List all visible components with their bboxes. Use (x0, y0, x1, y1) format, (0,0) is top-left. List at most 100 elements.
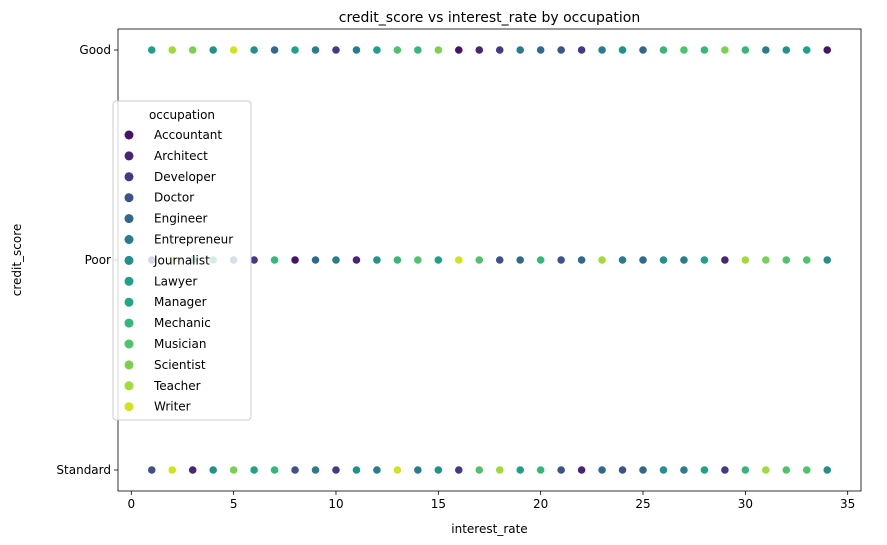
data-point (372, 255, 382, 265)
data-point (556, 255, 566, 265)
data-point (802, 465, 812, 475)
data-point (310, 465, 321, 475)
data-point (658, 255, 669, 265)
data-point (351, 45, 362, 55)
data-point (720, 45, 730, 55)
legend-entry-label: Doctor (154, 191, 194, 205)
legend-entry-label: Musician (154, 337, 206, 351)
data-point (208, 465, 218, 475)
data-point (617, 465, 628, 475)
data-point (413, 465, 423, 475)
legend-marker (124, 297, 134, 307)
data-point (597, 465, 607, 475)
data-point (617, 255, 628, 265)
data-point (556, 465, 566, 475)
data-point (699, 255, 710, 265)
data-point (536, 45, 546, 55)
data-point (372, 465, 382, 475)
data-point (740, 465, 750, 475)
data-point (413, 45, 423, 55)
data-point (454, 465, 464, 475)
legend-marker (124, 276, 134, 286)
data-point (597, 45, 607, 55)
data-point (310, 45, 321, 55)
data-point (331, 465, 341, 475)
data-point (392, 255, 402, 265)
data-point (536, 465, 546, 475)
data-point (658, 465, 669, 475)
data-point (536, 255, 546, 265)
data-point (474, 465, 484, 475)
data-point (515, 255, 525, 265)
data-point (495, 465, 505, 475)
data-point (720, 465, 730, 475)
data-point (351, 255, 362, 265)
legend-entry-label: Scientist (154, 358, 206, 372)
data-point (310, 255, 321, 265)
data-point (761, 465, 771, 475)
data-point (822, 45, 832, 55)
data-point (495, 45, 505, 55)
data-point (188, 465, 198, 475)
data-point (802, 45, 812, 55)
data-point (617, 45, 628, 55)
legend-marker (124, 360, 134, 370)
legend-entry-label: Architect (154, 149, 208, 163)
data-point (720, 255, 730, 265)
data-point (577, 465, 587, 475)
x-axis-label: interest_rate (451, 522, 527, 536)
legend-marker (124, 255, 134, 265)
y-axis-label: credit_score (10, 224, 24, 297)
data-point (515, 45, 525, 55)
legend-marker (124, 402, 134, 412)
data-point (781, 465, 791, 475)
data-point (822, 465, 832, 475)
legend-marker (124, 151, 134, 161)
data-point (638, 465, 648, 475)
legend-entry-label: Mechanic (154, 316, 211, 330)
legend-entry-label: Journalist (153, 253, 210, 267)
data-point (638, 255, 648, 265)
data-point (658, 45, 669, 55)
data-point (269, 255, 280, 265)
data-point (290, 45, 300, 55)
data-point (597, 255, 607, 265)
legend-entry-label: Developer (154, 170, 216, 184)
data-point (454, 45, 464, 55)
data-point (188, 45, 198, 55)
chart-title: credit_score vs interest_rate by occupat… (339, 10, 640, 26)
legend-entry-label: Manager (154, 295, 207, 309)
data-point (679, 255, 689, 265)
legend-title: occupation (149, 108, 215, 122)
legend-entry-label: Entrepreneur (154, 233, 233, 247)
legend-entry-label: Lawyer (154, 274, 197, 288)
y-tick-label: Good (79, 43, 111, 57)
data-point (556, 45, 566, 55)
data-point (208, 45, 218, 55)
legend-entry-label: Engineer (154, 212, 208, 226)
data-point (679, 465, 689, 475)
legend-marker (124, 193, 134, 203)
x-tick-label: 35 (840, 497, 855, 511)
data-point (577, 45, 587, 55)
x-tick-label: 20 (533, 497, 548, 511)
y-tick-label: Standard (56, 463, 111, 477)
legend-marker (124, 318, 134, 328)
x-axis: 0 5 10 15 20 25 30 35 (127, 491, 855, 511)
data-point (740, 45, 750, 55)
legend-marker (124, 339, 134, 349)
data-point (269, 465, 280, 475)
legend-entry-label: Teacher (153, 379, 201, 393)
data-point (229, 465, 239, 475)
data-point (699, 45, 710, 55)
legend-entry-label: Writer (154, 400, 191, 414)
legend: occupation Accountant Architect Developer D… (112, 100, 252, 421)
points-layer (147, 45, 832, 475)
data-point (167, 465, 177, 475)
data-point (249, 45, 259, 55)
data-point (781, 255, 791, 265)
data-point (229, 45, 239, 55)
data-point (740, 255, 750, 265)
data-point (802, 255, 812, 265)
